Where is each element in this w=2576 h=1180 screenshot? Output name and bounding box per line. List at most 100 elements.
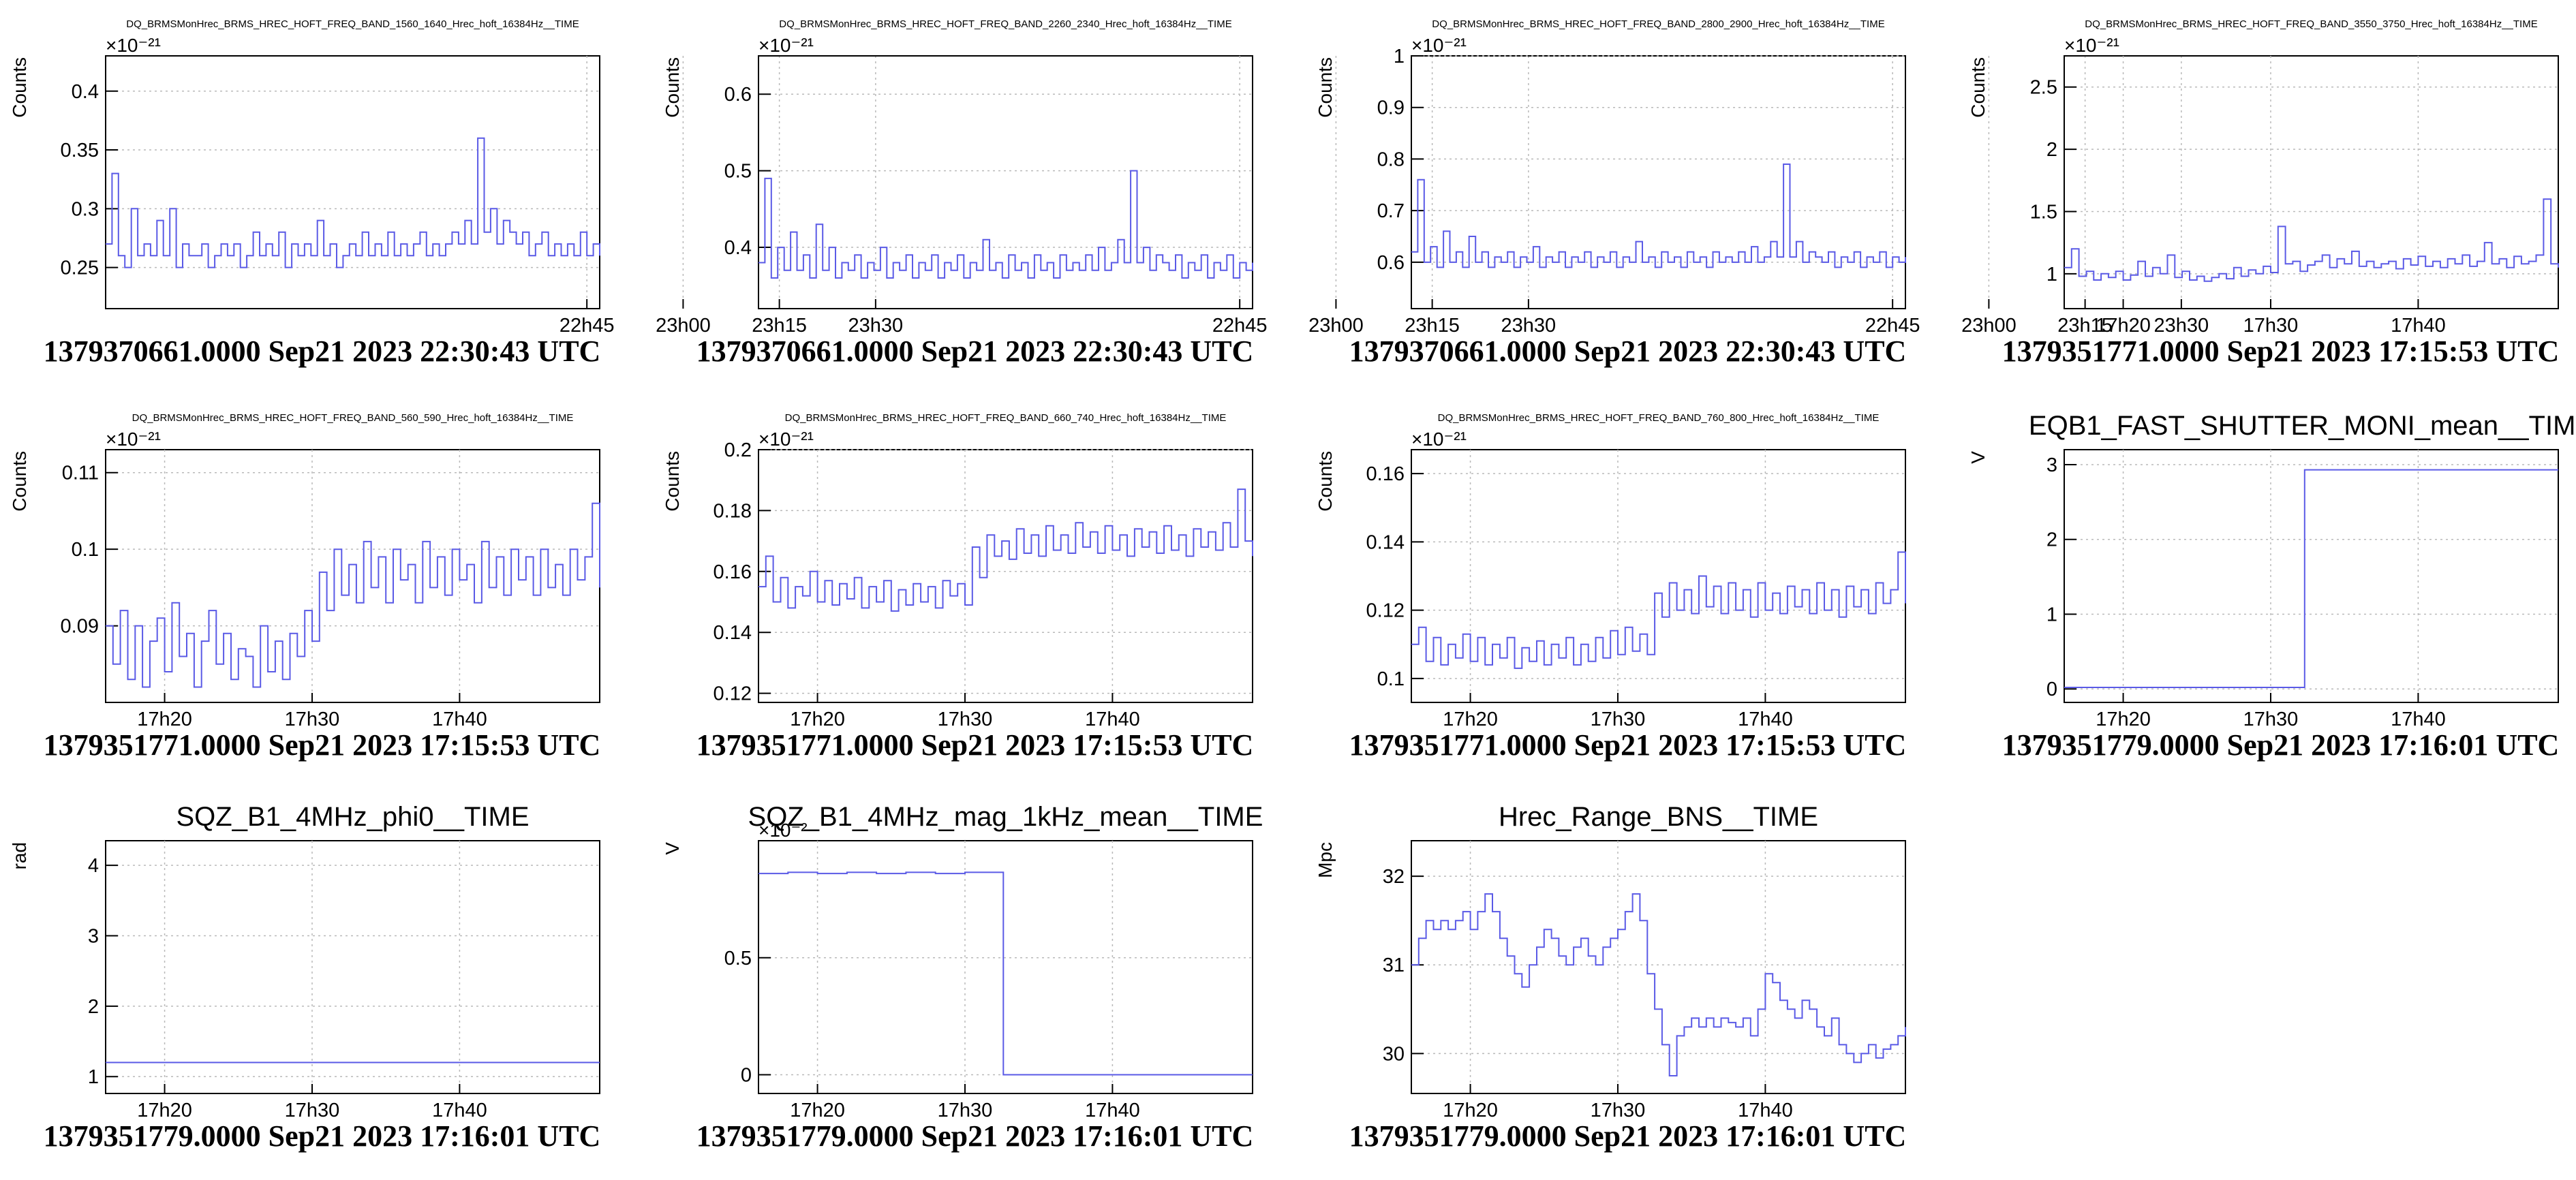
y-tick-label: 2.5	[2030, 77, 2057, 99]
y-tick-label: 0.12	[1366, 600, 1405, 622]
chart-svg: DQ_BRMSMonHrec_BRMS_HREC_HOFT_FREQ_BAND_…	[9, 18, 903, 368]
x-tick-label: 17h40	[432, 1100, 487, 1121]
series-line	[2064, 469, 2558, 688]
y-axis-exponent: ×10⁻²¹	[106, 35, 161, 56]
y-axis-label: Mpc	[1315, 842, 1336, 878]
chart-title: DQ_BRMSMonHrec_BRMS_HREC_HOFT_FREQ_BAND_…	[1438, 412, 1880, 424]
y-tick-label: 0.16	[1366, 463, 1405, 485]
y-tick-label: 1.5	[2030, 201, 2057, 223]
y-tick-label: 3	[2046, 454, 2057, 476]
y-axis-label: Counts	[9, 451, 30, 512]
chart-title: DQ_BRMSMonHrec_BRMS_HREC_HOFT_FREQ_BAND_…	[132, 412, 574, 424]
series-line	[758, 488, 1253, 612]
chart-footer-timestamp: 1379351771.0000 Sep21 2023 17:15:53 UTC	[696, 728, 1254, 762]
chart-panel: DQ_BRMSMonHrec_BRMS_HREC_HOFT_FREQ_BAND_…	[1306, 401, 1950, 789]
chart-title: SQZ_B1_4MHz_mag_1kHz_mean__TIME	[748, 802, 1263, 832]
y-tick-label: 2	[2046, 139, 2057, 161]
x-tick-label: 17h40	[1085, 1100, 1140, 1121]
y-tick-label: 30	[1383, 1043, 1405, 1065]
series-line	[758, 871, 1253, 1076]
y-tick-label: 0.8	[1377, 149, 1405, 170]
chart-svg: DQ_BRMSMonHrec_BRMS_HREC_HOFT_FREQ_BAND_…	[1967, 18, 2560, 368]
series-line	[758, 170, 1253, 279]
x-tick-label: 23h15	[752, 315, 807, 337]
chart-footer-timestamp: 1379351771.0000 Sep21 2023 17:15:53 UTC	[2002, 335, 2560, 368]
series-line	[106, 502, 600, 688]
chart-panel: DQ_BRMSMonHrec_BRMS_HREC_HOFT_FREQ_BAND_…	[1959, 7, 2576, 395]
plot-frame	[1411, 840, 1906, 1094]
plot-frame	[758, 55, 1253, 309]
chart-title: DQ_BRMSMonHrec_BRMS_HREC_HOFT_FREQ_BAND_…	[779, 18, 1231, 30]
y-tick-label: 0.3	[72, 198, 99, 220]
chart-panel: DQ_BRMSMonHrec_BRMS_HREC_HOFT_FREQ_BAND_…	[0, 401, 644, 789]
chart-title: DQ_BRMSMonHrec_BRMS_HREC_HOFT_FREQ_BAND_…	[1432, 18, 1884, 30]
chart-panel: DQ_BRMSMonHrec_BRMS_HREC_HOFT_FREQ_BAND_…	[653, 7, 1556, 395]
plot-frame	[758, 449, 1253, 703]
y-axis-label: V	[662, 842, 683, 855]
x-tick-label: 17h40	[1085, 709, 1140, 730]
x-tick-label: 17h40	[2391, 315, 2446, 337]
y-axis-label: Counts	[662, 451, 683, 512]
plot-frame	[758, 840, 1253, 1094]
chart-title: DQ_BRMSMonHrec_BRMS_HREC_HOFT_FREQ_BAND_…	[785, 412, 1227, 424]
chart-footer-timestamp: 1379370661.0000 Sep21 2023 22:30:43 UTC	[44, 335, 601, 368]
x-tick-label: 23h30	[1501, 315, 1557, 337]
chart-svg: DQ_BRMSMonHrec_BRMS_HREC_HOFT_FREQ_BAND_…	[1315, 412, 1906, 762]
x-tick-label: 23h00	[656, 315, 711, 337]
chart-title: DQ_BRMSMonHrec_BRMS_HREC_HOFT_FREQ_BAND_…	[126, 18, 579, 30]
y-tick-label: 2	[88, 996, 99, 1018]
y-axis-exponent: ×10⁻²	[758, 820, 808, 841]
series-line	[1411, 551, 1906, 669]
x-tick-label: 23h15	[1405, 315, 1460, 337]
y-tick-label: 0.35	[61, 140, 99, 161]
chart-panel: DQ_BRMSMonHrec_BRMS_HREC_HOFT_FREQ_BAND_…	[1306, 7, 2209, 395]
x-tick-label: 17h20	[1443, 1100, 1498, 1121]
y-tick-label: 0.12	[714, 683, 752, 705]
x-tick-label: 17h20	[137, 1100, 192, 1121]
y-tick-label: 0.6	[724, 84, 752, 106]
y-tick-label: 2	[2046, 529, 2057, 551]
x-tick-label: 17h30	[285, 1100, 340, 1121]
chart-panel: SQZ_B1_4MHz_mag_1kHz_mean__TIME V ×10⁻² 0 0.…	[653, 792, 1297, 1180]
x-tick-label: 22h45	[1865, 315, 1920, 337]
y-tick-label: 1	[2046, 264, 2057, 285]
y-axis-exponent: ×10⁻²¹	[1411, 429, 1467, 450]
y-axis-exponent: ×10⁻²¹	[1411, 35, 1467, 56]
x-tick-label: 23h30	[2154, 315, 2209, 337]
y-tick-label: 0.6	[1377, 252, 1405, 274]
y-tick-label: 3	[88, 926, 99, 948]
y-tick-label: 0.16	[714, 561, 752, 583]
y-tick-label: 32	[1383, 866, 1405, 888]
y-tick-label: 0.4	[72, 81, 99, 103]
x-tick-label: 17h20	[790, 709, 845, 730]
x-tick-label: 17h40	[1738, 1100, 1793, 1121]
x-tick-label: 17h30	[2243, 315, 2299, 337]
y-tick-label: 0.11	[62, 463, 99, 484]
chart-svg: DQ_BRMSMonHrec_BRMS_HREC_HOFT_FREQ_BAND_…	[1315, 18, 2209, 368]
y-tick-label: 0	[2046, 679, 2057, 700]
chart-footer-timestamp: 1379351779.0000 Sep21 2023 17:16:01 UTC	[2002, 728, 2560, 762]
x-tick-label: 17h20	[137, 709, 192, 730]
y-axis-label: Counts	[9, 57, 30, 118]
x-tick-label: 23h30	[848, 315, 904, 337]
y-tick-label: 1	[1394, 46, 1405, 67]
chart-svg: DQ_BRMSMonHrec_BRMS_HREC_HOFT_FREQ_BAND_…	[9, 412, 601, 762]
y-tick-label: 1	[88, 1066, 99, 1088]
chart-svg: EQB1_FAST_SHUTTER_MONI_mean__TIME V 0 1 2 3 17…	[1967, 411, 2576, 762]
chart-panel: DQ_BRMSMonHrec_BRMS_HREC_HOFT_FREQ_BAND_…	[0, 7, 903, 395]
y-tick-label: 0.14	[714, 622, 752, 644]
chart-footer-timestamp: 1379351771.0000 Sep21 2023 17:15:53 UTC	[44, 728, 601, 762]
y-tick-label: 0.09	[61, 616, 99, 638]
y-tick-label: 1	[2046, 604, 2057, 625]
y-axis-exponent: ×10⁻²¹	[106, 429, 161, 450]
y-axis-label: Counts	[1315, 57, 1336, 118]
x-tick-label: 17h20	[2096, 315, 2151, 337]
y-tick-label: 0.7	[1377, 200, 1405, 222]
y-tick-label: 4	[88, 855, 99, 877]
y-tick-label: 0.2	[724, 439, 752, 461]
x-tick-label: 17h30	[2243, 709, 2299, 730]
y-tick-label: 0	[741, 1065, 752, 1087]
y-tick-label: 0.14	[1366, 531, 1405, 553]
